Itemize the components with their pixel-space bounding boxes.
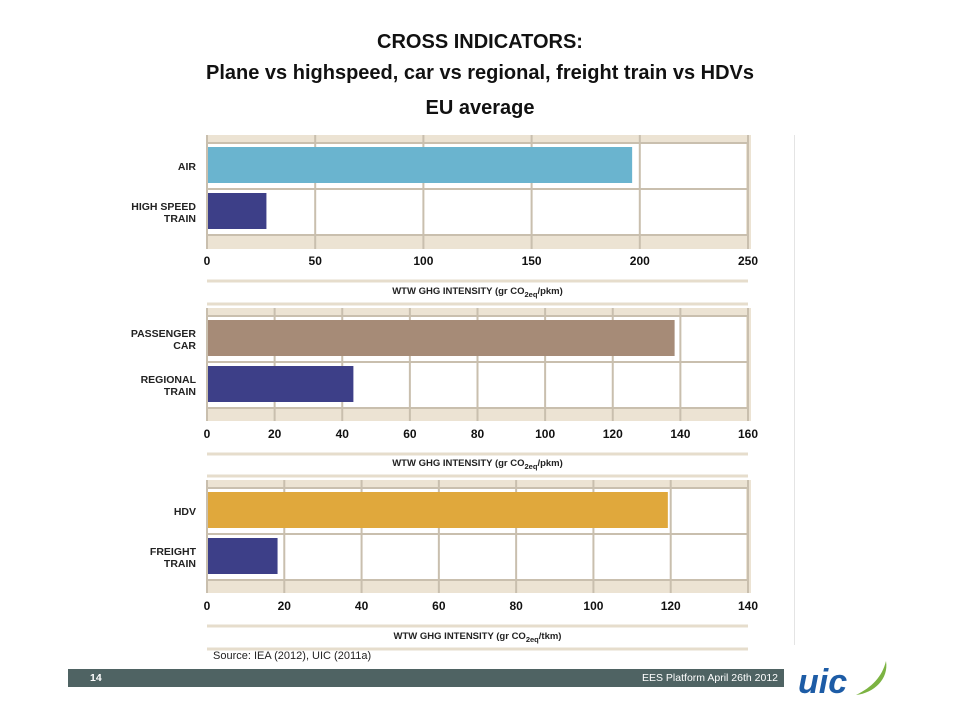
tick-label: 0 [204, 599, 211, 613]
x-axis-label: WTW GHG INTENSITY (gr CO2eq/pkm) [392, 458, 563, 471]
slide-title-line2: Plane vs highspeed, car vs regional, fre… [206, 62, 754, 84]
bar [208, 193, 267, 229]
uic-logo-text: uic [798, 663, 847, 701]
category-label: CAR [173, 340, 196, 352]
tick-label: 40 [355, 599, 369, 613]
tick-label: 50 [309, 254, 323, 268]
category-label: REGIONAL [141, 374, 197, 386]
tick-label: 80 [509, 599, 523, 613]
tick-label: 0 [204, 427, 211, 441]
uic-logo-swoosh [856, 661, 887, 695]
uic-logo: uic [798, 661, 887, 701]
divider-line [794, 135, 795, 645]
source-note: Source: IEA (2012), UIC (2011a) [213, 650, 372, 662]
tick-label: 160 [738, 427, 758, 441]
x-axis-label: WTW GHG INTENSITY (gr CO2eq/tkm) [394, 631, 562, 644]
tick-label: 20 [278, 599, 292, 613]
bar [208, 538, 278, 574]
bar [208, 147, 633, 183]
tick-label: 140 [738, 599, 758, 613]
x-axis-label: WTW GHG INTENSITY (gr CO2eq/pkm) [392, 286, 563, 299]
category-label: TRAIN [164, 558, 196, 570]
tick-label: 120 [661, 599, 681, 613]
tick-label: 60 [403, 427, 417, 441]
bar [208, 320, 675, 356]
tick-label: 0 [204, 254, 211, 268]
footer-bar: 14 EES Platform April 26th 2012 [68, 669, 784, 687]
tick-label: 60 [432, 599, 446, 613]
tick-label: 20 [268, 427, 282, 441]
tick-label: 120 [603, 427, 623, 441]
category-label: HIGH SPEED [131, 201, 196, 213]
page-number: 14 [90, 672, 102, 684]
category-label: AIR [178, 161, 197, 173]
tick-label: 100 [535, 427, 555, 441]
tick-label: 100 [413, 254, 433, 268]
slide-title: CROSS INDICATORS: [377, 31, 583, 53]
category-label: TRAIN [164, 213, 196, 225]
footer-text: EES Platform April 26th 2012 [642, 672, 778, 684]
category-label: TRAIN [164, 386, 196, 398]
category-label: FREIGHT [150, 546, 197, 558]
tick-label: 150 [522, 254, 542, 268]
category-label: PASSENGER [131, 328, 197, 340]
tick-label: 40 [336, 427, 350, 441]
tick-label: 250 [738, 254, 758, 268]
tick-label: 140 [670, 427, 690, 441]
slide-subtitle: EU average [425, 97, 535, 119]
bar [208, 492, 668, 528]
category-label: HDV [174, 506, 196, 518]
bar [208, 366, 354, 402]
tick-label: 80 [471, 427, 485, 441]
tick-label: 200 [630, 254, 650, 268]
tick-label: 100 [583, 599, 603, 613]
